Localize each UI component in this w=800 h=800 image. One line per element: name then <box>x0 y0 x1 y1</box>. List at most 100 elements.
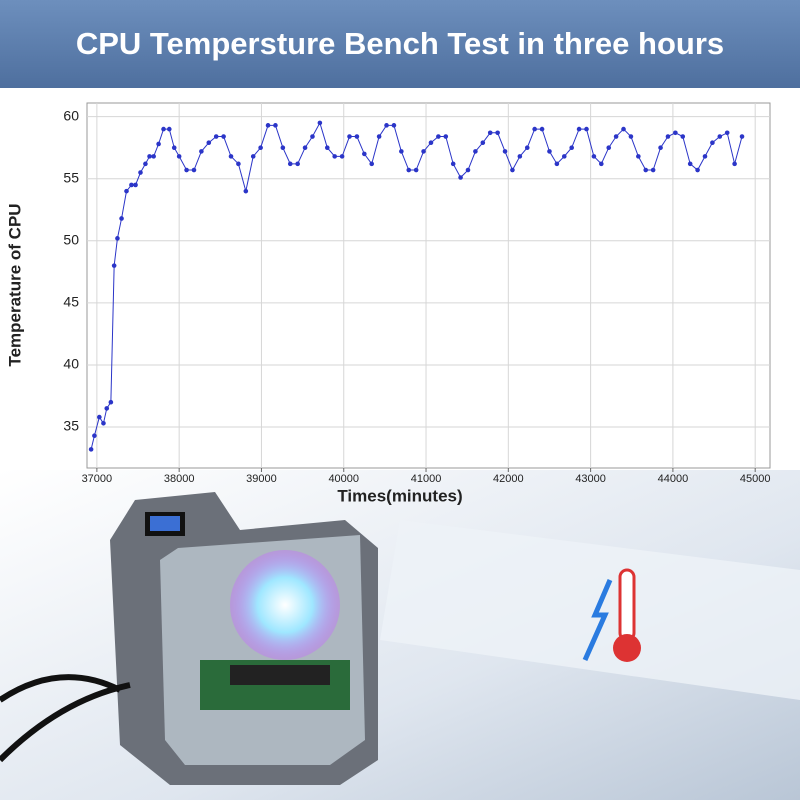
data-point <box>687 161 693 167</box>
data-point <box>332 154 337 159</box>
data-point <box>347 134 352 139</box>
data-point <box>710 140 715 146</box>
product-illustration <box>0 492 800 785</box>
data-point <box>532 126 537 132</box>
data-point <box>517 154 523 159</box>
x-axis-label: Times(minutes) <box>337 486 462 505</box>
data-point <box>650 167 656 173</box>
y-tick-label: 45 <box>63 294 79 310</box>
data-point <box>495 130 500 136</box>
data-point <box>428 140 434 146</box>
data-point <box>206 140 212 146</box>
data-point <box>524 145 530 150</box>
x-tick-label: 42000 <box>493 473 524 485</box>
y-tick-label: 35 <box>63 418 79 434</box>
data-point <box>88 447 94 452</box>
plot-frame <box>86 102 771 469</box>
x-tick-label: 43000 <box>575 473 606 485</box>
data-point <box>510 167 515 173</box>
data-point <box>584 126 589 132</box>
data-point <box>287 161 293 167</box>
data-point <box>143 161 148 167</box>
data-point <box>450 161 456 167</box>
data-point <box>739 134 745 139</box>
data-point <box>465 167 471 173</box>
data-point <box>115 236 120 241</box>
title-banner <box>0 0 800 88</box>
data-point <box>724 130 730 136</box>
data-point <box>369 161 375 167</box>
data-point <box>280 145 286 150</box>
data-point <box>606 145 612 150</box>
data-point <box>151 154 156 159</box>
data-point <box>236 161 241 167</box>
data-point <box>561 154 567 159</box>
data-point <box>576 126 582 132</box>
data-point <box>487 130 493 136</box>
data-point <box>695 167 700 173</box>
x-tick-label: 44000 <box>658 473 689 485</box>
data-point <box>406 167 412 173</box>
data-point <box>101 421 106 426</box>
data-point <box>124 188 129 194</box>
data-point <box>138 170 143 175</box>
data-point <box>108 399 114 405</box>
data-point <box>191 167 197 173</box>
x-tick-label: 38000 <box>164 473 195 485</box>
data-point <box>480 140 486 146</box>
data-point <box>665 134 671 139</box>
data-point <box>436 134 441 139</box>
data-point <box>213 134 219 139</box>
data-point <box>658 145 663 150</box>
data-point <box>643 167 649 173</box>
data-point <box>243 188 249 194</box>
data-point <box>265 123 271 128</box>
data-point <box>591 154 597 159</box>
x-tick-label: 37000 <box>82 473 113 485</box>
y-tick-label: 50 <box>63 232 79 248</box>
data-point <box>310 134 315 139</box>
data-point <box>599 161 604 167</box>
data-point <box>302 145 308 150</box>
data-point <box>732 161 737 167</box>
y-tick-label: 55 <box>63 169 79 185</box>
data-point <box>97 414 102 420</box>
data-point <box>119 216 124 221</box>
data-point <box>166 126 172 132</box>
data-point <box>111 263 117 268</box>
data-point <box>391 123 397 128</box>
data-point <box>384 123 389 128</box>
data-point <box>228 154 234 159</box>
data-point <box>628 134 634 139</box>
data-point <box>176 154 182 159</box>
data-point <box>399 149 404 154</box>
data-point <box>539 126 545 132</box>
chart-title: CPU Tempersture Bench Test in three hour… <box>76 26 724 61</box>
data-point <box>156 141 161 147</box>
data-point <box>161 126 166 132</box>
data-point <box>502 149 508 154</box>
data-point <box>717 134 723 139</box>
data-point <box>473 149 478 154</box>
data-point <box>324 145 330 150</box>
data-point <box>104 406 110 411</box>
data-point <box>613 134 619 139</box>
y-tick-label: 60 <box>63 107 79 123</box>
data-point <box>184 167 189 173</box>
data-point <box>636 154 641 159</box>
data-point <box>569 145 574 150</box>
data-point <box>250 154 256 159</box>
x-tick-label: 45000 <box>740 473 771 485</box>
x-tick-label: 40000 <box>328 473 359 485</box>
data-point <box>171 145 177 150</box>
data-point <box>421 149 426 154</box>
x-tick-label: 39000 <box>246 473 277 485</box>
data-point <box>554 161 560 167</box>
y-tick-label: 40 <box>63 356 79 372</box>
y-axis-label: Temperature of CPU <box>5 203 24 366</box>
data-point <box>547 149 552 154</box>
data-point <box>258 145 263 150</box>
x-tick-label: 41000 <box>411 473 442 485</box>
data-point <box>295 161 300 167</box>
